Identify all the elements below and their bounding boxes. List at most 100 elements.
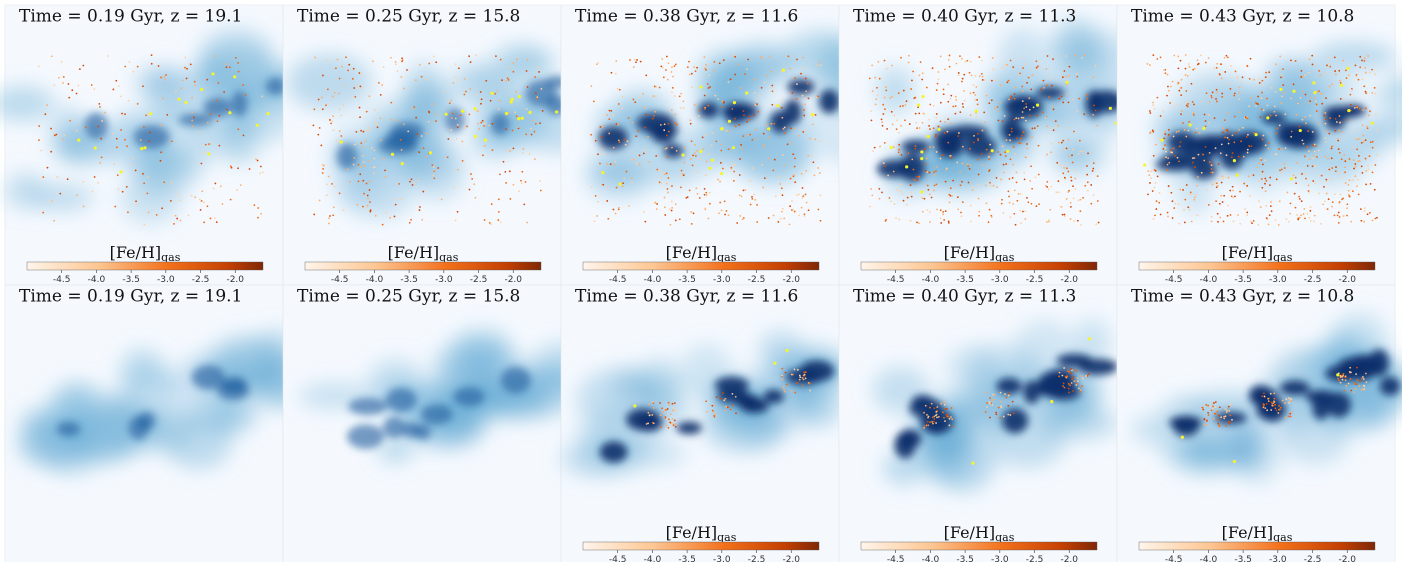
particle (373, 108, 376, 111)
particle (1021, 134, 1023, 137)
particle (143, 126, 145, 128)
particle (633, 58, 636, 61)
particle (1073, 380, 1076, 383)
particle (1070, 372, 1072, 375)
gas-blob (726, 49, 792, 85)
star (1339, 83, 1344, 87)
particle (461, 140, 464, 143)
particle (139, 139, 142, 141)
particle (1198, 132, 1201, 135)
particle (1270, 409, 1273, 411)
dense-blob (1035, 86, 1065, 100)
dense-blob (787, 79, 815, 95)
particle (215, 99, 218, 102)
particle (973, 134, 975, 137)
particle (50, 201, 53, 203)
particle (670, 109, 673, 111)
particle (1068, 189, 1070, 192)
particle (748, 115, 751, 118)
particle (755, 99, 758, 102)
particle (1364, 67, 1367, 69)
particle (749, 179, 752, 182)
particle (1275, 132, 1277, 135)
particle (390, 101, 393, 104)
particle (997, 119, 1000, 122)
particle (1328, 132, 1331, 135)
particle (1262, 134, 1265, 137)
star (1370, 121, 1374, 125)
particle (1210, 171, 1213, 174)
particle (1315, 103, 1318, 106)
particle (1195, 127, 1198, 130)
particle (674, 219, 677, 222)
particle (229, 165, 232, 168)
particle (1283, 92, 1285, 94)
particle (900, 56, 902, 59)
colorbar-label: [Fe/H]gas (388, 243, 459, 264)
particle (647, 422, 649, 425)
particle (497, 210, 500, 213)
particle (782, 127, 785, 130)
particle (969, 204, 972, 207)
particle (313, 108, 316, 111)
particle (1034, 176, 1037, 179)
particle (1309, 114, 1312, 117)
particle (1187, 129, 1190, 132)
particle (1217, 220, 1219, 223)
particle (756, 204, 758, 206)
star (1108, 106, 1112, 110)
particle (951, 418, 954, 421)
particle (1176, 156, 1179, 159)
particle (1212, 405, 1214, 408)
particle (221, 203, 224, 205)
particle (248, 168, 251, 170)
particle (976, 103, 979, 106)
particle (941, 154, 944, 157)
particle (727, 214, 730, 217)
particle (1172, 147, 1175, 150)
particle (929, 103, 932, 106)
particle (457, 168, 459, 171)
particle (1092, 76, 1095, 79)
particle (407, 130, 410, 133)
particle (1202, 153, 1204, 156)
particle (329, 119, 331, 121)
particle (42, 176, 45, 178)
colorbar (860, 261, 1098, 271)
particle (742, 189, 745, 192)
particle (1307, 71, 1310, 74)
particle (904, 119, 906, 122)
particle (42, 211, 45, 214)
particle (688, 60, 690, 63)
particle (1215, 100, 1218, 103)
particle (1216, 184, 1219, 187)
particle (1193, 157, 1196, 159)
particle (629, 59, 631, 61)
particle (1059, 164, 1062, 167)
particle (1290, 135, 1293, 138)
particle (1261, 91, 1263, 94)
particle (1357, 138, 1360, 140)
particle (173, 222, 175, 225)
particle (1209, 405, 1212, 408)
particle (363, 192, 365, 195)
particle (612, 146, 615, 149)
particle (926, 184, 929, 187)
particle (1333, 214, 1336, 217)
particle (419, 206, 421, 208)
star (905, 165, 909, 169)
particle (1173, 54, 1176, 57)
particle (874, 76, 877, 79)
particle (1248, 145, 1251, 147)
particle (999, 391, 1002, 394)
particle (331, 182, 333, 185)
particle (1070, 368, 1073, 370)
particle (1076, 75, 1079, 78)
particle (1364, 157, 1367, 160)
particle (991, 57, 994, 59)
particle (796, 58, 798, 61)
particle (521, 170, 524, 173)
particle (541, 110, 544, 112)
particle (924, 170, 927, 172)
particle (1216, 91, 1219, 94)
